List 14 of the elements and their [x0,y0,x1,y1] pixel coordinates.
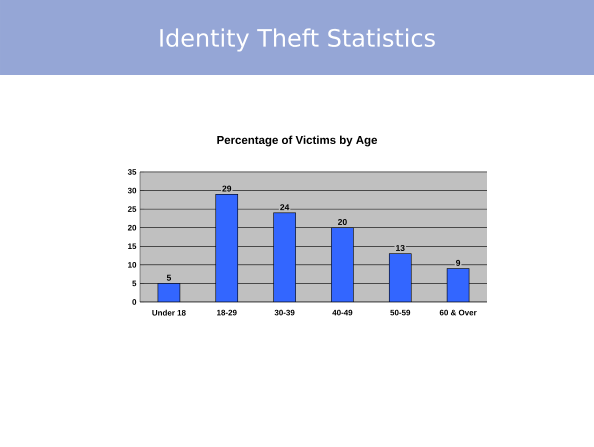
data-label: 24 [280,204,290,210]
bar [446,268,470,302]
bar [215,194,238,302]
chart-subtitle: Percentage of Victims by Age [217,136,378,146]
data-label: 9 [456,260,460,266]
data-label: 13 [396,245,405,251]
chart-title: Identity Theft Statistics [160,28,435,52]
data-label: 29 [222,186,232,192]
bar [388,253,412,302]
bar [158,283,180,302]
data-label: 5 [166,274,172,281]
bar [331,227,354,302]
data-label: 20 [338,219,347,225]
bar [273,212,296,302]
